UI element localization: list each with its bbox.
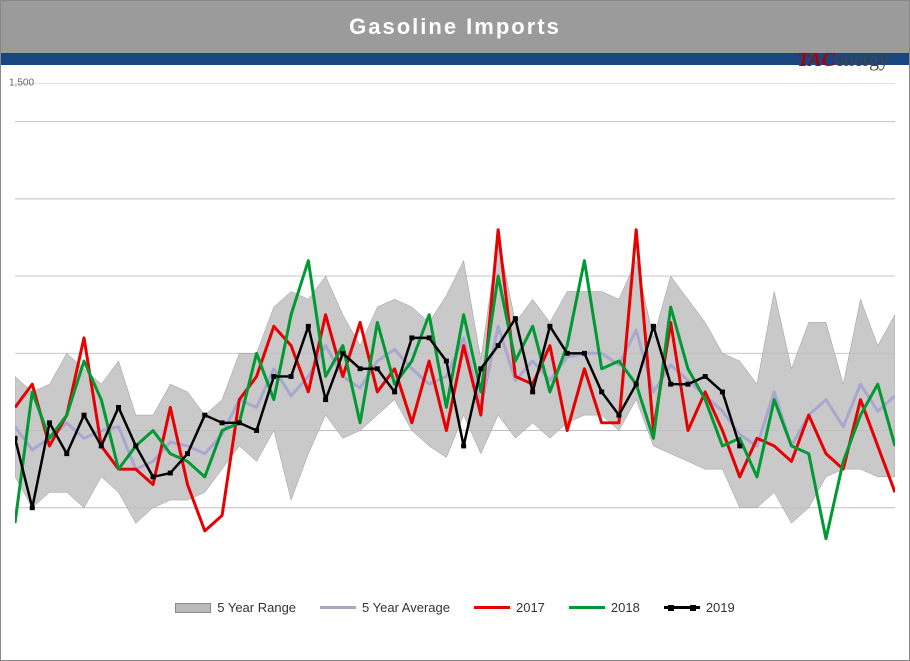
legend-swatch-range <box>175 603 211 613</box>
legend-item-2018: 2018 <box>569 600 640 615</box>
logo-energy-text: energy <box>835 49 889 71</box>
legend-item-range: 5 Year Range <box>175 600 296 615</box>
legend-label: 5 Year Average <box>362 600 450 615</box>
legend-line-avg <box>320 606 356 609</box>
legend-item-avg: 5 Year Average <box>320 600 450 615</box>
brand-logo: TACenergy <box>797 49 889 72</box>
legend-line-2018 <box>569 606 605 609</box>
chart-area: 1,500 5 Year Range 5 Year Average 2017 2… <box>15 83 895 625</box>
legend-label: 2019 <box>706 600 735 615</box>
ytick-top: 1,500 <box>9 78 34 89</box>
legend-line-2017 <box>474 606 510 609</box>
legend-label: 2018 <box>611 600 640 615</box>
chart-header: Gasoline Imports <box>1 1 909 53</box>
legend-item-2019: 2019 <box>664 600 735 615</box>
legend-line-2019 <box>664 606 700 609</box>
chart-svg <box>15 83 895 585</box>
chart-container: 1,500 5 Year Range 5 Year Average 2017 2… <box>1 65 909 625</box>
header-strip <box>1 53 909 65</box>
plot-region: 1,500 <box>15 83 895 585</box>
legend-label: 2017 <box>516 600 545 615</box>
chart-title: Gasoline Imports <box>349 14 561 40</box>
legend: 5 Year Range 5 Year Average 2017 2018 20… <box>15 600 895 615</box>
logo-tac-text: TAC <box>797 49 835 71</box>
legend-label: 5 Year Range <box>217 600 296 615</box>
legend-item-2017: 2017 <box>474 600 545 615</box>
